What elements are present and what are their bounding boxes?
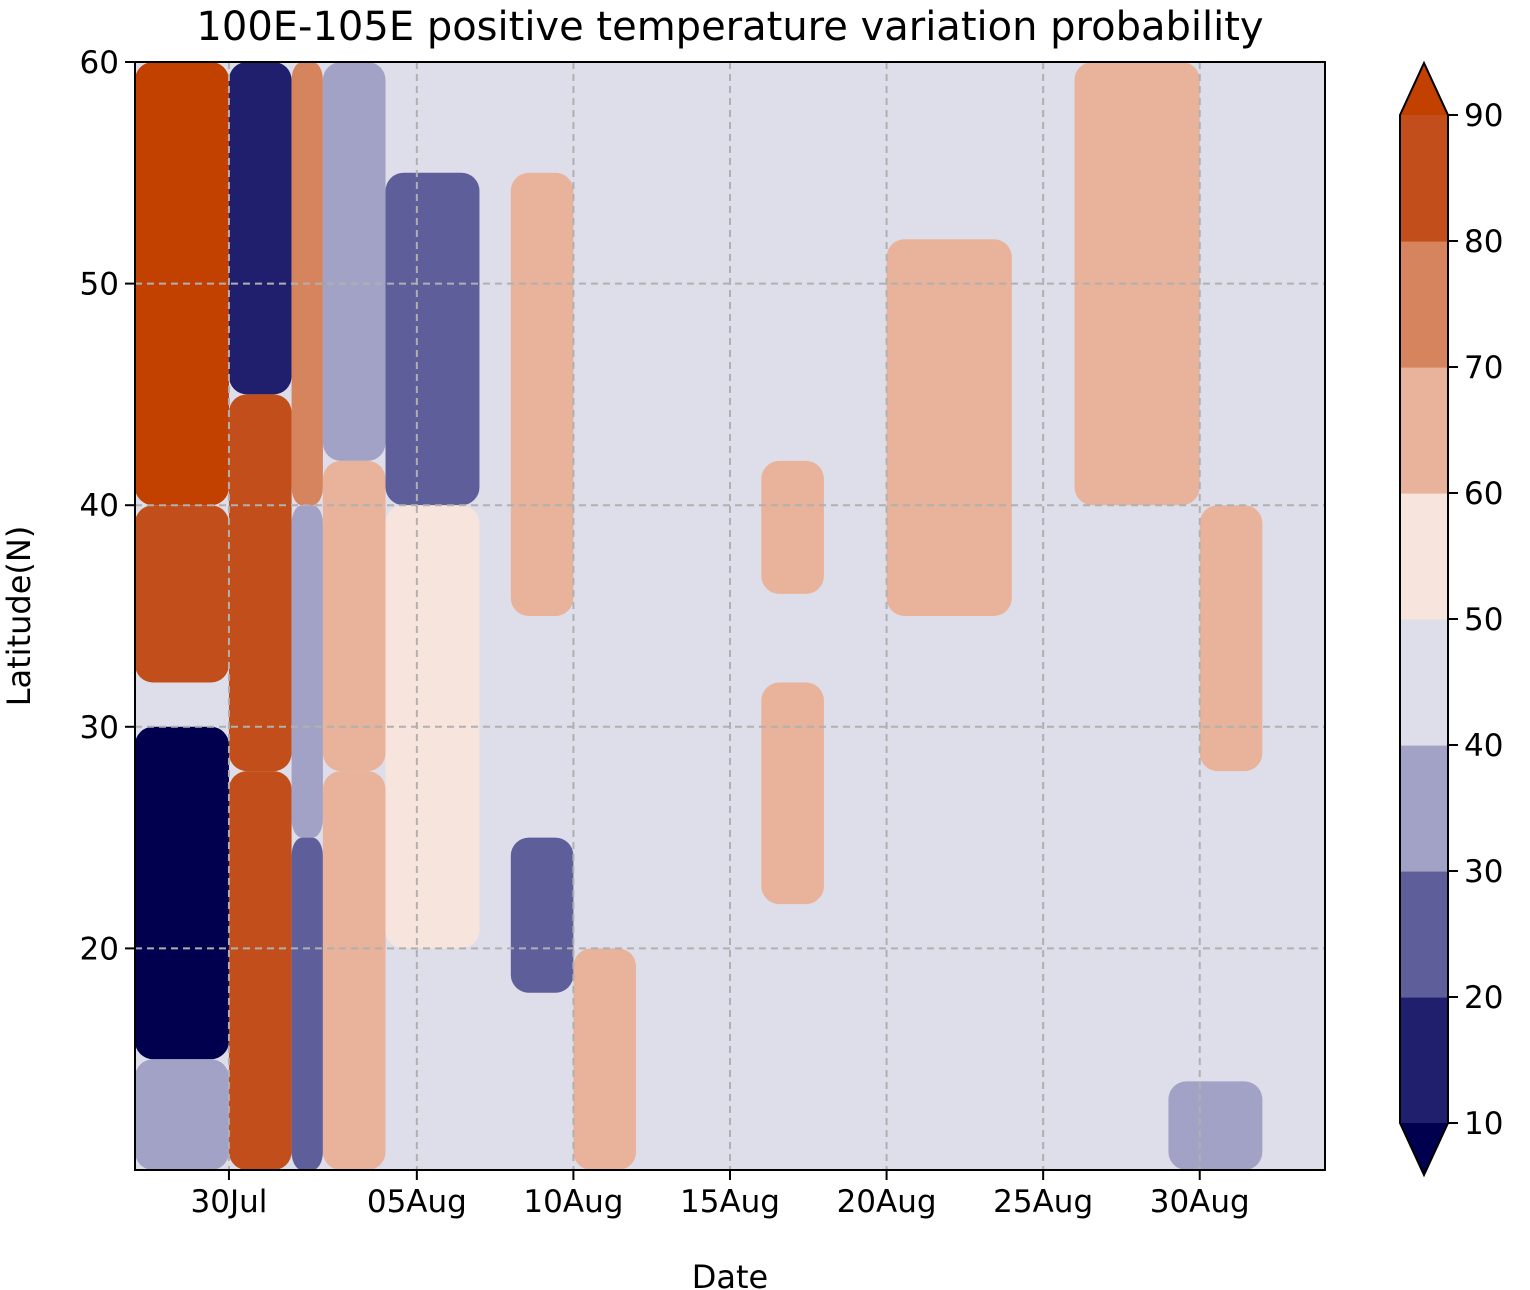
contour-region	[228, 771, 292, 1170]
x-tick-label: 10Aug	[523, 1184, 623, 1220]
contour-region	[322, 771, 386, 1170]
chart-title: 100E-105E positive temperature variation…	[196, 4, 1263, 50]
contour-region	[1168, 1081, 1263, 1170]
y-axis-label: Latitude(N)	[0, 526, 38, 707]
contour-region	[385, 172, 480, 506]
contour-region	[573, 948, 637, 1170]
contour-region	[510, 837, 574, 993]
y-tick-label: 30	[80, 710, 119, 746]
contour-region	[228, 62, 292, 395]
x-tick-label: 30Aug	[1150, 1184, 1250, 1220]
colorbar-band	[1400, 493, 1448, 620]
x-tick-label: 15Aug	[680, 1184, 780, 1220]
contour-region	[385, 948, 480, 1170]
colorbar-tick-label: 60	[1464, 476, 1503, 512]
colorbar-band	[1400, 745, 1448, 872]
contour-region	[228, 394, 292, 772]
y-tick-label: 60	[80, 45, 119, 81]
colorbar-band	[1400, 997, 1448, 1124]
x-tick-label: 30Jul	[191, 1184, 268, 1220]
colorbar-tick-label: 70	[1464, 350, 1503, 386]
colorbar-tick-label: 50	[1464, 602, 1503, 638]
colorbar-band	[1400, 367, 1448, 494]
contour-region	[322, 62, 386, 461]
contour-fill-layer	[135, 62, 1263, 1170]
colorbar-extend-max	[1400, 63, 1448, 115]
colorbar-tick-label: 20	[1464, 980, 1503, 1016]
colorbar-tick-label: 10	[1464, 1106, 1503, 1142]
colorbar-band	[1400, 241, 1448, 368]
colorbar: 10 20 30 40 50 60 70 80 90	[1399, 60, 1503, 1178]
contour-region	[886, 239, 1012, 616]
contour-region	[291, 837, 323, 1170]
x-tick-label: 25Aug	[993, 1184, 1093, 1220]
contour-region	[322, 460, 386, 772]
grid-lines	[135, 62, 1325, 1170]
y-axis: 20 30 40 50 60	[80, 45, 135, 967]
colorbar-band	[1400, 871, 1448, 998]
contour-region	[135, 726, 229, 1060]
colorbar-extend-min	[1400, 1123, 1448, 1175]
colorbar-tick-label: 40	[1464, 728, 1503, 764]
contour-region	[135, 682, 229, 727]
colorbar-tick-label: 80	[1464, 224, 1503, 260]
colorbar-band	[1400, 115, 1448, 242]
x-axis: 30Jul 05Aug 10Aug 15Aug 20Aug 25Aug 30Aug	[191, 1170, 1250, 1220]
contour-region	[510, 172, 574, 617]
x-axis-label: Date	[692, 1258, 768, 1290]
x-tick-label: 20Aug	[837, 1184, 937, 1220]
colorbar-band	[1400, 619, 1448, 746]
contour-region	[135, 62, 229, 506]
contour-region	[761, 460, 824, 594]
contour-region	[135, 1059, 229, 1170]
colorbar-tick-label: 30	[1464, 854, 1503, 890]
y-tick-label: 20	[80, 931, 119, 967]
y-tick-label: 50	[80, 267, 119, 303]
contour-region	[135, 505, 229, 683]
contour-region	[291, 505, 323, 838]
contour-region	[761, 682, 824, 905]
x-tick-label: 05Aug	[367, 1184, 467, 1220]
colorbar-tick-label: 90	[1464, 98, 1503, 134]
contour-region	[1199, 505, 1263, 772]
contour-region	[385, 505, 480, 949]
y-tick-label: 40	[80, 488, 119, 524]
